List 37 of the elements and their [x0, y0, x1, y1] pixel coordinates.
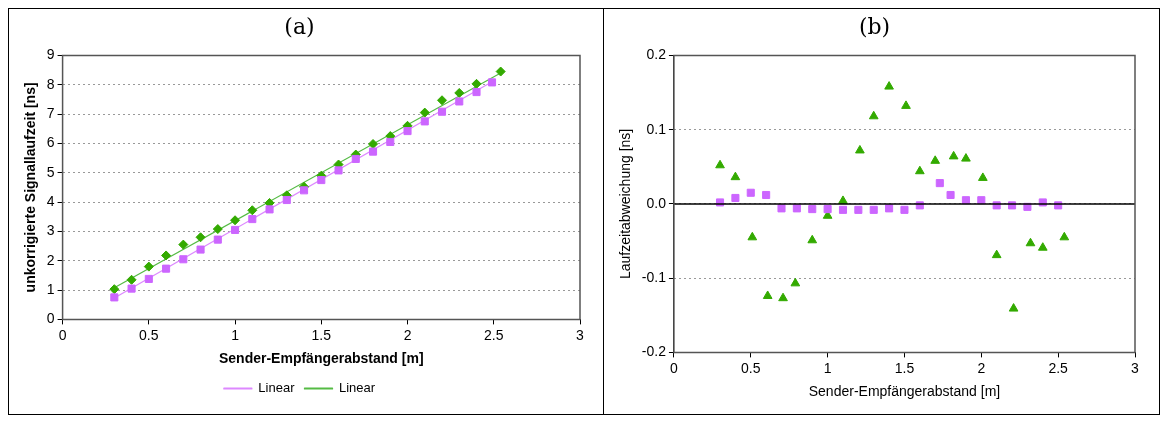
y-tick-label: 0: [46, 310, 55, 327]
x-tick-label: 0.5: [741, 359, 761, 376]
y-tick-label: -0.2: [641, 343, 667, 360]
x-tick-label: 0.5: [139, 326, 159, 343]
x-tick-label: 0: [670, 359, 679, 376]
x-axis-title: Sender-Empfängerabstand [m]: [219, 350, 424, 367]
x-axis-title: Sender-Empfängerabstand [m]: [808, 383, 1001, 400]
y-tick-label: 6: [46, 134, 55, 151]
x-tick-label: 3: [1131, 359, 1140, 376]
x-tick-label: 2: [403, 326, 412, 343]
y-tick-label: 8: [46, 75, 55, 92]
y-tick-label: 3: [46, 222, 55, 239]
y-tick-label: 0.0: [646, 194, 667, 211]
y-tick-label: 4: [46, 192, 55, 209]
x-tick-label: 2.5: [484, 326, 504, 343]
x-tick-label: 1: [823, 359, 832, 376]
y-tick-label: 0.2: [646, 46, 667, 63]
y-tick-label: 7: [46, 104, 55, 121]
y-tick-label: 5: [46, 163, 55, 180]
y-axis-title: Laufzeitabweichung [ns]: [617, 128, 634, 280]
y-tick-label: 0.1: [646, 120, 667, 137]
x-tick-label: 1.5: [894, 359, 915, 376]
legend-label: Linear: [258, 380, 296, 396]
x-tick-label: 3: [576, 326, 585, 343]
x-tick-label: 1.5: [311, 326, 332, 343]
chart-title: (b): [858, 13, 891, 39]
y-axis-title: unkorrigierte Signallaufzeit [ns]: [22, 82, 39, 293]
y-tick-label: 9: [46, 46, 55, 63]
y-tick-label: 2: [46, 251, 55, 268]
x-tick-label: 1: [231, 326, 240, 343]
x-tick-label: 2: [977, 359, 986, 376]
y-tick-label: -0.1: [641, 269, 667, 286]
x-tick-label: 0: [58, 326, 67, 343]
x-tick-label: 2.5: [1048, 359, 1069, 376]
y-tick-label: 1: [46, 280, 55, 297]
legend-label: Linear: [339, 380, 376, 396]
chart-title: (a): [284, 13, 315, 39]
